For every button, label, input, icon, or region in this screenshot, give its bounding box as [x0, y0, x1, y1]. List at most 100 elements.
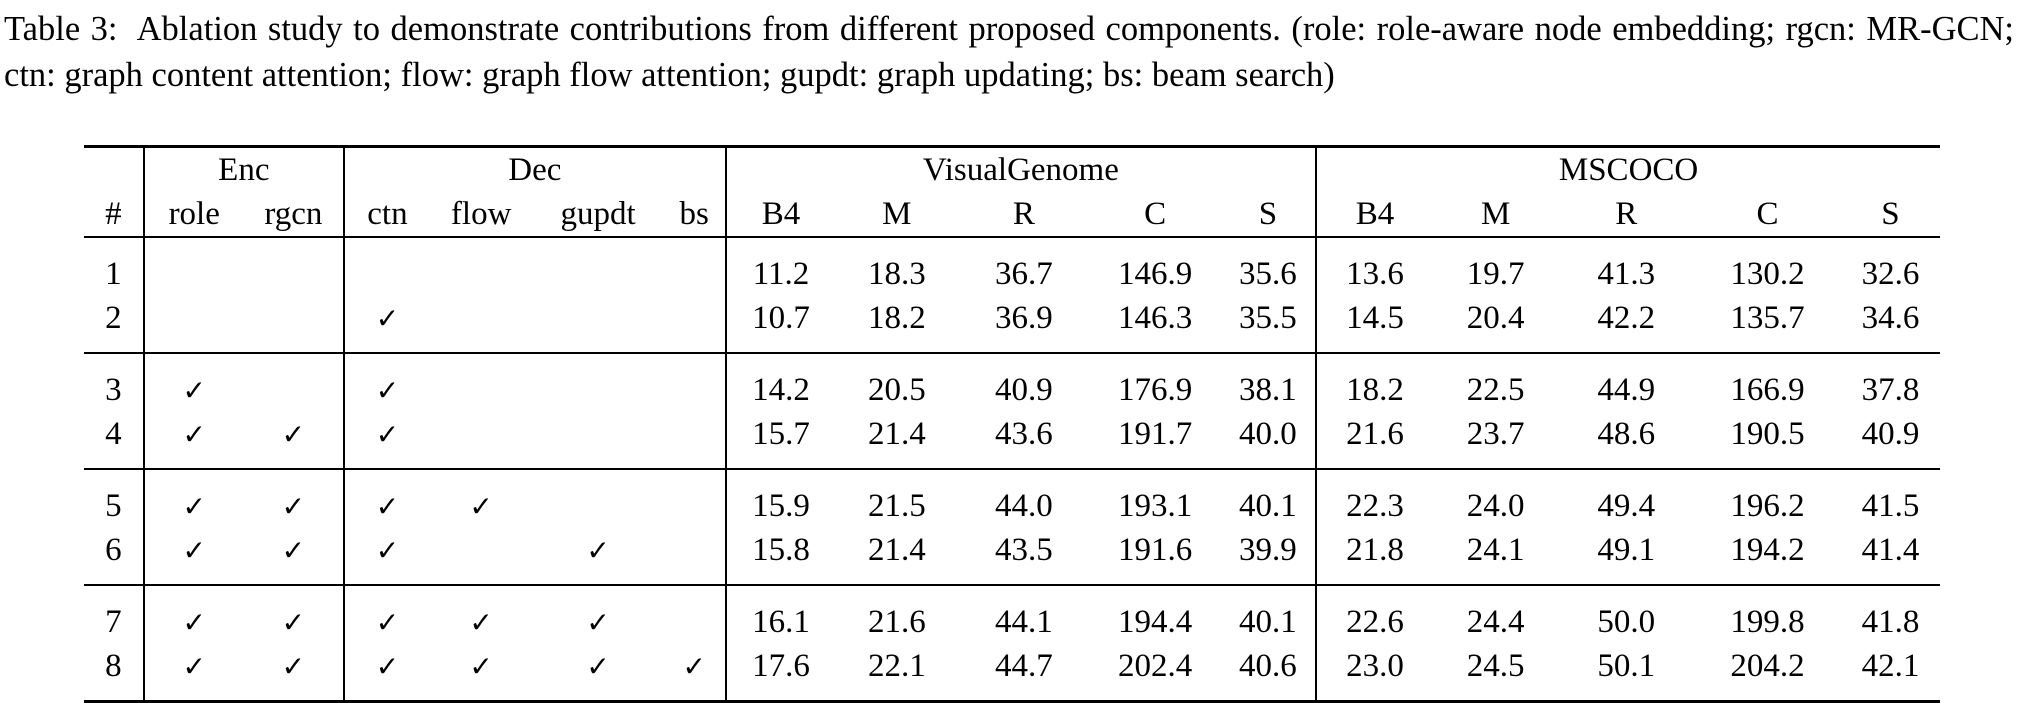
- check-mark-flow: ✓: [469, 605, 493, 639]
- cell-bs: [663, 237, 727, 296]
- cell-gupdt: ✓: [532, 585, 663, 644]
- cell-coco-s: 32.6: [1861, 255, 1920, 292]
- cell-gupdt: [532, 412, 664, 470]
- table-body: 1 11.2 18.3 36.7 146.9 35.6 13.6 19.7 41.3 130.2 3…: [84, 237, 1940, 703]
- cell-rgcn: ✓: [243, 585, 346, 644]
- cell-coco-s: 40.9: [1840, 412, 1940, 470]
- cell-coco-c: 204.2: [1694, 644, 1841, 703]
- header-group-row: Enc Dec VisualGenome MSCOCO: [84, 145, 1940, 192]
- cell-gupdt: [532, 469, 663, 528]
- cell-gupdt: [532, 353, 663, 412]
- col-header-gupdt: gupdt: [532, 192, 664, 238]
- cell-coco-m: 23.7: [1433, 412, 1559, 470]
- check-mark-role: ✓: [182, 533, 206, 567]
- cell-ctn: ✓: [344, 412, 430, 470]
- check-mark-gupdt: ✓: [586, 533, 610, 567]
- cell-vg-s: 35.5: [1220, 296, 1318, 354]
- col-header-rgcn: rgcn: [243, 192, 346, 238]
- cell-coco-b4: 22.6: [1346, 603, 1404, 640]
- cell-coco-s: 41.4: [1840, 528, 1940, 586]
- cell-coco-r: 50.1: [1558, 644, 1695, 703]
- table-row: 1 11.2 18.3 36.7 146.9 35.6 13.6 19.7 41.3 130.2 3…: [84, 237, 1940, 296]
- check-mark-rgcn: ✓: [281, 605, 306, 639]
- col-header-coco-r: R: [1558, 192, 1695, 238]
- cell-rgcn: [243, 353, 346, 412]
- check-mark-role: ✓: [182, 417, 206, 451]
- cell-vg-r: 44.0: [994, 487, 1053, 524]
- cell-vg-m: 21.4: [835, 528, 959, 586]
- row-number: 4: [84, 412, 145, 470]
- cell-ctn: [344, 237, 430, 296]
- col-header-coco-s: S: [1840, 192, 1940, 238]
- cell-coco-m: 19.7: [1466, 255, 1525, 292]
- check-mark-role: ✓: [182, 649, 206, 683]
- col-header-vg-s: S: [1220, 192, 1318, 238]
- cell-vg-c: 191.7: [1089, 412, 1221, 470]
- cell-vg-m: 21.6: [867, 603, 926, 640]
- table-row: 3 ✓ ✓ 14.2 20.5 40.9 176.9 38.1 18.2 22.5 44.9 166.…: [84, 353, 1940, 412]
- check-mark-ctn: ✓: [375, 373, 400, 407]
- cell-vg-m: 21.4: [835, 412, 959, 470]
- cell-flow: [429, 528, 533, 586]
- cell-flow: ✓: [430, 585, 533, 644]
- cell-vg-b4: 15.8: [725, 528, 836, 586]
- check-mark-rgcn: ✓: [281, 533, 306, 567]
- cell-coco-s: 41.5: [1861, 487, 1920, 524]
- cell-flow: [429, 412, 533, 470]
- header-blank: [84, 145, 145, 192]
- table-row: 7 ✓ ✓ ✓ ✓ ✓ 16.1 21.6 44.1 194.4 40.1 22.6 24.4 50.0 1…: [84, 585, 1940, 644]
- col-header-vg-c: C: [1089, 192, 1221, 238]
- cell-ctn: ✓: [344, 469, 430, 528]
- row-number: 8: [84, 644, 145, 703]
- check-mark-rgcn: ✓: [281, 649, 306, 683]
- table-row: 5 ✓ ✓ ✓ ✓ 15.9 21.5 44.0 193.1 40.1 22.3 24.0 49.4 19…: [84, 469, 1940, 528]
- cell-coco-m: 22.5: [1466, 371, 1525, 408]
- cell-bs: [663, 412, 727, 470]
- cell-coco-b4: 23.0: [1316, 644, 1433, 703]
- check-mark-ctn: ✓: [375, 533, 400, 567]
- table-row: 8 ✓ ✓ ✓ ✓ ✓ ✓ 17.6 22.1 44.7 202.4 40.6 23.0 24.5 50.1…: [84, 644, 1940, 703]
- cell-role: [144, 237, 244, 296]
- cell-role: ✓: [144, 469, 244, 528]
- cell-rgcn: ✓: [243, 412, 346, 470]
- cell-vg-r: 44.1: [994, 603, 1053, 640]
- col-header-flow: flow: [429, 192, 533, 238]
- header-visualgenome: VisualGenome: [725, 145, 1318, 192]
- row-number: 6: [84, 528, 145, 586]
- cell-vg-s: 35.6: [1220, 237, 1318, 296]
- cell-flow: ✓: [429, 644, 533, 703]
- check-mark-role: ✓: [182, 489, 206, 523]
- cell-flow: [430, 353, 533, 412]
- ablation-table: Enc Dec VisualGenome MSCOCO # role rgcn …: [84, 145, 1940, 703]
- cell-ctn: ✓: [344, 353, 430, 412]
- cell-vg-s: 40.1: [1220, 469, 1318, 528]
- cell-vg-c: 146.3: [1089, 296, 1221, 354]
- cell-coco-c: 194.2: [1694, 528, 1841, 586]
- cell-coco-r: 50.0: [1597, 603, 1656, 640]
- col-header-bs: bs: [663, 192, 727, 238]
- cell-flow: [430, 237, 533, 296]
- check-mark-bs: ✓: [682, 649, 706, 683]
- cell-role: [143, 296, 244, 354]
- cell-vg-m: 18.3: [867, 255, 926, 292]
- cell-coco-c: 190.5: [1694, 412, 1841, 470]
- cell-coco-c: 196.2: [1730, 487, 1805, 524]
- cell-ctn: ✓: [344, 528, 430, 586]
- cell-vg-m: 18.2: [835, 296, 959, 354]
- cell-coco-b4: 13.6: [1346, 255, 1404, 292]
- col-header-ctn: ctn: [344, 192, 430, 238]
- cell-coco-c: 135.7: [1694, 296, 1841, 354]
- cell-coco-c: 166.9: [1730, 371, 1805, 408]
- cell-vg-s: 39.9: [1220, 528, 1318, 586]
- col-header-vg-b4: B4: [725, 192, 836, 238]
- row-number: 3: [84, 353, 145, 412]
- cell-coco-b4: 21.8: [1316, 528, 1433, 586]
- cell-role: ✓: [144, 353, 244, 412]
- header-enc: Enc: [143, 145, 346, 192]
- cell-ctn: ✓: [344, 644, 430, 703]
- cell-coco-r: 41.3: [1597, 255, 1656, 292]
- row-number: 2: [84, 296, 145, 354]
- check-mark-flow: ✓: [469, 489, 493, 523]
- col-header-vg-r: R: [958, 192, 1090, 238]
- cell-bs: [663, 296, 727, 354]
